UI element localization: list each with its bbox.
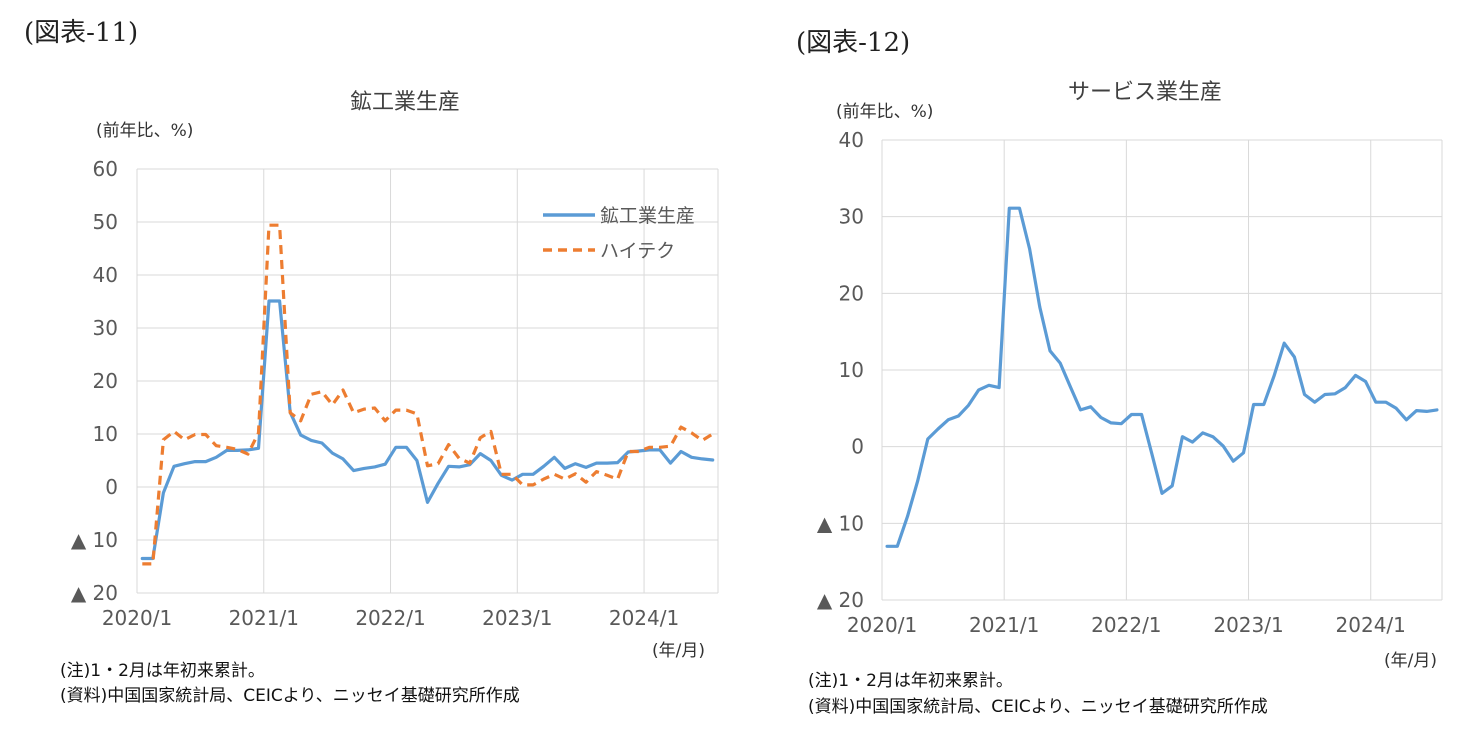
x-tick-label: 2020/1 <box>102 606 172 630</box>
series-line-1 <box>885 206 1439 548</box>
y-tick-label: 0 <box>851 435 864 459</box>
x-unit-label-12: (年/月) <box>1384 651 1437 671</box>
x-tick-label: 2023/1 <box>482 606 552 630</box>
x-unit-label-11: (年/月) <box>652 641 705 661</box>
y-unit-label-12: (前年比、%) <box>836 102 934 122</box>
x-tick-label: 2021/1 <box>229 606 299 630</box>
y-tick-label: 50 <box>93 210 118 234</box>
y-tick-label: ▲ 20 <box>817 588 864 612</box>
y-tick-label: 60 <box>93 157 118 181</box>
y-unit-label-11: (前年比、%) <box>96 121 194 141</box>
legend-label: ハイテク <box>600 240 675 262</box>
chart-title-11: 鉱工業生産 <box>349 90 460 115</box>
y-tick-label: 30 <box>839 205 864 229</box>
x-tick-label: 2022/1 <box>355 606 425 630</box>
note-12: (注)1・2月は年初来累計。 <box>808 671 1013 691</box>
source-12: (資料)中国国家統計局、CEICより、ニッセイ基礎研究所作成 <box>808 697 1268 717</box>
y-tick-label: 20 <box>93 369 118 393</box>
series-line-1 <box>140 299 715 561</box>
series-line-2 <box>142 223 714 566</box>
x-tick-label: 2023/1 <box>1213 613 1283 637</box>
y-tick-label: 10 <box>839 358 864 382</box>
y-tick-label: 40 <box>93 263 118 287</box>
chart-title-12: サービス業生産 <box>1067 80 1222 105</box>
y-tick-label: ▲ 20 <box>71 581 118 605</box>
x-tick-label: 2021/1 <box>969 613 1039 637</box>
y-tick-label: 10 <box>93 422 118 446</box>
y-tick-label: 20 <box>839 281 864 305</box>
figure-label-12: (図表-12) <box>796 28 911 58</box>
x-tick-label: 2022/1 <box>1091 613 1161 637</box>
figure-label-11: (図表-11) <box>24 18 139 48</box>
note-11: (注)1・2月は年初来累計。 <box>60 661 265 681</box>
y-tick-label: ▲ 10 <box>71 528 118 552</box>
x-tick-label: 2020/1 <box>847 613 917 637</box>
y-tick-label: 30 <box>93 316 118 340</box>
x-tick-label: 2024/1 <box>1336 613 1406 637</box>
legend-label: 鉱工業生産 <box>600 205 695 227</box>
y-tick-label: 0 <box>105 475 118 499</box>
y-tick-label: 40 <box>839 128 864 152</box>
y-tick-label: ▲ 10 <box>817 511 864 535</box>
source-11: (資料)中国国家統計局、CEICより、ニッセイ基礎研究所作成 <box>60 686 520 706</box>
x-tick-label: 2024/1 <box>609 606 679 630</box>
